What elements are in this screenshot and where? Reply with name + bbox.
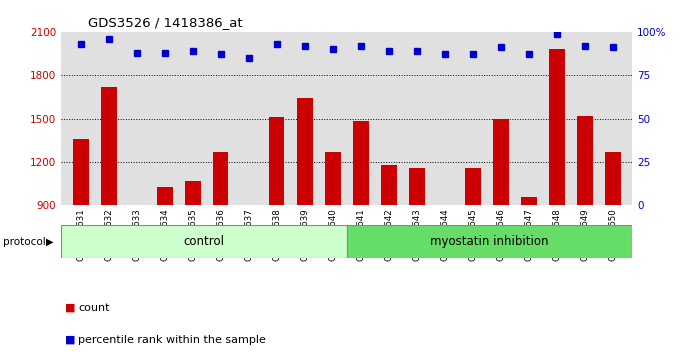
Text: ■: ■ (65, 335, 75, 345)
Text: myostatin inhibition: myostatin inhibition (430, 235, 549, 248)
Bar (241, 205, 256, 210)
Bar (213, 152, 228, 205)
Text: ▶: ▶ (46, 237, 54, 247)
Bar (157, 187, 173, 205)
Bar (297, 98, 313, 205)
Bar (577, 116, 592, 205)
Text: protocol: protocol (3, 237, 46, 247)
Bar (101, 87, 116, 205)
Bar (73, 139, 88, 205)
Text: GDS3526 / 1418386_at: GDS3526 / 1418386_at (88, 16, 243, 29)
Bar (61, 225, 347, 258)
Bar (269, 117, 284, 205)
Bar (347, 225, 632, 258)
Bar (549, 49, 564, 205)
Bar (129, 205, 144, 210)
Text: percentile rank within the sample: percentile rank within the sample (78, 335, 266, 345)
Bar (465, 168, 481, 205)
Text: count: count (78, 303, 109, 313)
Bar (493, 119, 509, 205)
Bar (325, 152, 341, 205)
Bar (185, 181, 201, 205)
Bar (381, 165, 396, 205)
Bar (409, 168, 424, 205)
Bar (353, 121, 369, 205)
Text: control: control (184, 235, 224, 248)
Bar (437, 205, 452, 210)
Bar (521, 196, 537, 205)
Bar (605, 152, 620, 205)
Text: ■: ■ (65, 303, 75, 313)
